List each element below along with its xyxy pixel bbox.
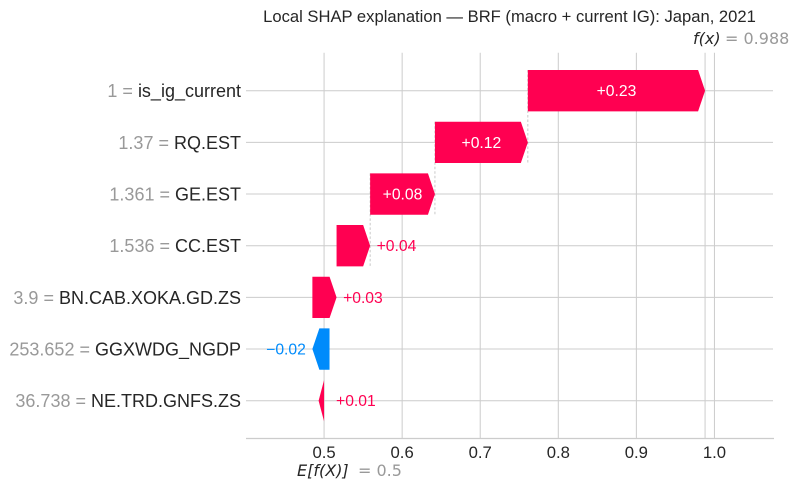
feature-separator: =: [154, 236, 175, 256]
bar-cc-est: [336, 225, 371, 267]
fx-value: = 0.988: [725, 29, 789, 48]
bar-label-layer: +0.23 +0.12 +0.08 +0.04 +0.03 −0.02 +0.01: [266, 83, 636, 410]
feature-label-bn-cab-xoka-gd-zs: 3.9 = BN.CAB.XOKA.GD.ZS: [13, 288, 241, 308]
feature-separator: =: [153, 133, 174, 153]
x-tick-label: 0.5: [312, 443, 335, 462]
feature-separator: =: [70, 391, 91, 411]
feature-label-ne-trd-gnfs-zs: 36.738 = NE.TRD.GNFS.ZS: [15, 391, 241, 411]
feature-value: 1.37: [118, 133, 153, 153]
bar-value-label-bn-cab-xoka-gd-zs: +0.03: [343, 290, 383, 307]
x-tick-label: 0.8: [547, 443, 570, 462]
bar-value-label-is-ig-current: +0.23: [597, 83, 637, 100]
bar-ne-trd-gnfs-zs: [318, 380, 325, 422]
feature-label-cc-est: 1.536 = CC.EST: [109, 236, 241, 256]
feature-label-rq-est: 1.37 = RQ.EST: [118, 133, 241, 153]
feature-name: RQ.EST: [174, 133, 241, 153]
feature-name: BN.CAB.XOKA.GD.ZS: [59, 288, 241, 308]
bar-value-label-cc-est: +0.04: [377, 238, 417, 255]
feature-name: NE.TRD.GNFS.ZS: [91, 391, 241, 411]
x-tick-label: 0.7: [469, 443, 492, 462]
feature-name: GE.EST: [175, 184, 241, 204]
base-value: = 0.5: [358, 461, 402, 480]
feature-label-is-ig-current: 1 = is_ig_current: [107, 81, 241, 102]
feature-separator: =: [38, 288, 59, 308]
bar-value-label-rq-est: +0.12: [462, 135, 502, 152]
feature-value: 1: [107, 81, 117, 101]
x-tick-label: 0.9: [625, 443, 648, 462]
feature-separator: =: [117, 81, 138, 101]
bar-ggxwdg-ngdp: [312, 328, 330, 370]
bar-value-label-ggxwdg-ngdp: −0.02: [266, 342, 306, 359]
bar-is-ig-current: [527, 70, 706, 112]
feature-name: CC.EST: [175, 236, 241, 256]
bar-bn-cab-xoka-gd-zs: [312, 276, 337, 319]
bar-value-label-ne-trd-gnfs-zs: +0.01: [336, 393, 376, 410]
feature-separator: =: [74, 339, 95, 359]
feature-name: is_ig_current: [138, 81, 241, 102]
feature-separator: =: [154, 184, 175, 204]
x-tick-label: 0.6: [391, 443, 414, 462]
feature-value: 1.361: [109, 184, 154, 204]
connector-layer: [369, 70, 529, 267]
feature-label-ggxwdg-ngdp: 253.652 = GGXWDG_NGDP: [9, 339, 241, 360]
x-axis-tick-labels: 0.5 0.6 0.7 0.8 0.9 1.0: [312, 443, 726, 462]
feature-value: 36.738: [15, 391, 70, 411]
x-tick-label: 1.0: [703, 443, 726, 462]
bar-value-label-ge-est: +0.08: [383, 187, 423, 204]
bar-layer: [312, 70, 706, 422]
feature-value: 1.536: [109, 236, 154, 256]
bar-rq-est: [434, 121, 528, 164]
feature-label-ge-est: 1.361 = GE.EST: [109, 184, 241, 204]
fx-label: f(x): [693, 29, 721, 48]
chart-title: Local SHAP explanation — BRF (macro + cu…: [263, 7, 756, 26]
y-axis-labels: 1 = is_ig_current 1.37 = RQ.EST 1.361 = GE…: [9, 81, 241, 411]
feature-value: 3.9: [13, 288, 38, 308]
bar-ge-est: [370, 173, 435, 215]
feature-name: GGXWDG_NGDP: [95, 339, 241, 360]
feature-value: 253.652: [9, 339, 74, 359]
base-value-label: E[f(X)]: [297, 461, 349, 480]
